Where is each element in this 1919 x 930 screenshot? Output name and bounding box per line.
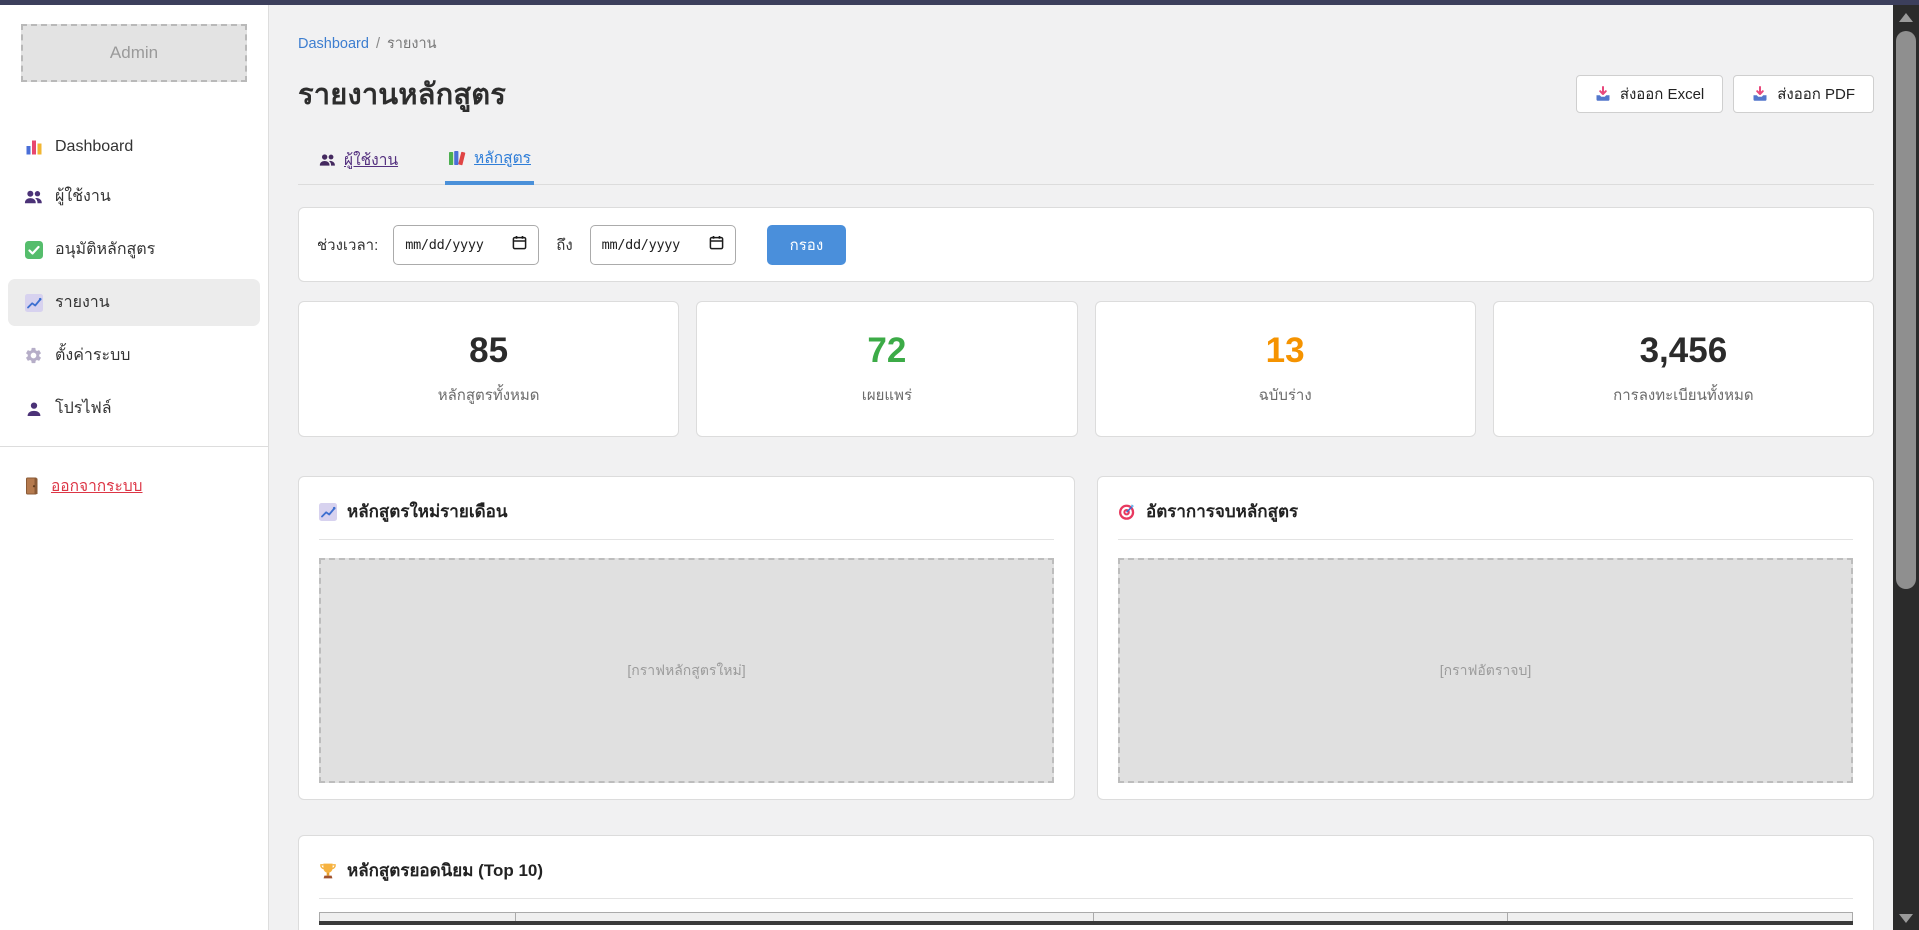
download-icon: [1752, 86, 1768, 102]
date-to-input[interactable]: mm/dd/yyyy: [589, 224, 736, 265]
stat-value: 72: [867, 331, 907, 370]
stat-label: หลักสูตรทั้งหมด: [437, 387, 540, 404]
table-column: [1094, 913, 1508, 921]
filter-submit-button[interactable]: กรอง: [766, 224, 847, 265]
filter-bar: ช่วงเวลา: mm/dd/yyyy ถึง mm/dd/yyyy: [298, 207, 1874, 282]
sidebar-item-label: รายงาน: [55, 294, 110, 311]
tab-users[interactable]: ผู้ใช้งาน: [316, 137, 401, 184]
tab-label: หลักสูตร: [474, 150, 531, 167]
sidebar-item-approve[interactable]: อนุมัติหลักสูตร: [8, 226, 260, 273]
scroll-down-arrow-icon[interactable]: [1893, 908, 1919, 928]
stat-card-total-enrollments: 3,456 การลงทะเบียนทั้งหมด: [1492, 301, 1874, 437]
target-icon: [1118, 503, 1136, 521]
table-column: [320, 913, 516, 921]
stat-label: เผยแพร่: [861, 387, 913, 404]
sidebar-item-settings[interactable]: ตั้งค่าระบบ: [8, 332, 260, 379]
vertical-scrollbar[interactable]: [1893, 5, 1919, 930]
report-tabs: ผู้ใช้งาน หลักสูตร: [298, 137, 1874, 185]
sidebar-item-label: Dashboard: [55, 137, 134, 155]
date-from-input[interactable]: mm/dd/yyyy: [393, 224, 540, 265]
users-icon: [24, 187, 43, 206]
top-accent-bar: [0, 0, 1919, 5]
stat-label: ฉบับร่าง: [1258, 387, 1312, 404]
filter-label: ช่วงเวลา:: [317, 236, 379, 254]
stat-card-total-courses: 85 หลักสูตรทั้งหมด: [298, 301, 680, 437]
popular-courses-card: หลักสูตรยอดนิยม (Top 10): [298, 835, 1874, 930]
stat-value: 13: [1265, 331, 1305, 370]
bar-chart-icon: [24, 137, 43, 156]
export-buttons: ส่งออก Excel ส่งออก PDF: [1575, 75, 1874, 113]
stat-value: 3,456: [1639, 331, 1728, 370]
sidebar-item-profile[interactable]: โปรไฟล์: [8, 385, 260, 432]
sidebar: Admin Dashboard ผู้ใช้งา: [0, 5, 269, 930]
books-icon: [448, 150, 466, 166]
chart-title: อัตราการจบหลักสูตร: [1146, 502, 1299, 521]
sidebar-item-dashboard[interactable]: Dashboard: [8, 126, 260, 167]
scroll-up-arrow-icon[interactable]: [1893, 7, 1919, 27]
breadcrumb-current: รายงาน: [386, 36, 437, 52]
charts-row: หลักสูตรใหม่รายเดือน [กราฟหลักสูตรใหม่]: [298, 476, 1874, 800]
breadcrumb: Dashboard / รายงาน: [298, 32, 1874, 55]
sidebar-nav: Dashboard ผู้ใช้งาน อนุมัติหลักสูตร: [0, 112, 268, 432]
chart-header: หลักสูตรใหม่รายเดือน: [319, 494, 1054, 540]
filter-to-label: ถึง: [556, 236, 573, 254]
logout-label: ออกจากระบบ: [51, 478, 143, 495]
breadcrumb-separator: /: [375, 35, 380, 52]
sidebar-item-label: ผู้ใช้งาน: [55, 188, 111, 205]
users-icon: [319, 151, 336, 168]
main-content: Dashboard / รายงาน รายงานหลักสูตร ส่งออก…: [270, 5, 1897, 930]
chart-placeholder-text: [กราฟหลักสูตรใหม่]: [627, 661, 746, 678]
download-icon: [1595, 86, 1611, 102]
sidebar-item-label: โปรไฟล์: [55, 400, 112, 417]
page-title: รายงานหลักสูตร: [298, 79, 507, 111]
date-from-value: mm/dd/yyyy: [405, 236, 484, 253]
brand-logo-placeholder: Admin: [21, 24, 247, 82]
line-chart-icon: [24, 293, 43, 312]
sidebar-item-users[interactable]: ผู้ใช้งาน: [8, 173, 260, 220]
chart-increasing-icon: [319, 502, 337, 521]
page-header: รายงานหลักสูตร ส่งออก Excel: [298, 71, 1874, 117]
gear-icon: [24, 346, 43, 365]
stats-row: 85 หลักสูตรทั้งหมด 72 เผยแพร่ 13 ฉบับร่า…: [298, 301, 1874, 437]
popular-header: หลักสูตรยอดนิยม (Top 10): [319, 853, 1853, 899]
sidebar-divider: [0, 446, 268, 447]
breadcrumb-home-link[interactable]: Dashboard: [298, 35, 369, 52]
calendar-icon[interactable]: [512, 235, 527, 255]
export-excel-button[interactable]: ส่งออก Excel: [1575, 75, 1724, 113]
sidebar-item-reports[interactable]: รายงาน: [8, 279, 260, 326]
trophy-icon: [319, 862, 337, 880]
export-excel-label: ส่งออก Excel: [1619, 86, 1705, 103]
brand-label: Admin: [109, 43, 159, 62]
stat-label: การลงทะเบียนทั้งหมด: [1613, 387, 1754, 404]
scrollbar-thumb[interactable]: [1896, 31, 1916, 589]
chart-placeholder-text: [กราฟอัตราจบ]: [1439, 661, 1532, 678]
popular-table-header-text-cutoff: [319, 921, 1853, 925]
sidebar-item-label: ตั้งค่าระบบ: [55, 347, 131, 364]
person-icon: [24, 399, 43, 418]
chart-card-new-courses: หลักสูตรใหม่รายเดือน [กราฟหลักสูตรใหม่]: [298, 476, 1075, 800]
check-icon: [24, 240, 43, 259]
table-column: [1508, 913, 1852, 921]
tab-label: ผู้ใช้งาน: [344, 151, 399, 169]
chart-title: หลักสูตรใหม่รายเดือน: [347, 502, 508, 521]
stat-value: 85: [469, 331, 509, 370]
date-to-value: mm/dd/yyyy: [601, 236, 681, 253]
popular-title: หลักสูตรยอดนิยม (Top 10): [347, 861, 544, 880]
export-pdf-button[interactable]: ส่งออก PDF: [1733, 75, 1874, 113]
table-column: [516, 913, 1094, 921]
tab-courses[interactable]: หลักสูตร: [445, 137, 534, 185]
calendar-icon[interactable]: [709, 235, 724, 255]
door-icon: [24, 477, 40, 495]
chart-placeholder-new-courses: [กราฟหลักสูตรใหม่]: [319, 558, 1054, 783]
chart-card-completion-rate: อัตราการจบหลักสูตร [กราฟอัตราจบ]: [1097, 476, 1874, 800]
popular-table-header-cutoff: [319, 912, 1853, 921]
logout-link[interactable]: ออกจากระบบ: [24, 473, 143, 498]
chart-placeholder-completion-rate: [กราฟอัตราจบ]: [1118, 558, 1853, 783]
chart-header: อัตราการจบหลักสูตร: [1118, 494, 1853, 540]
export-pdf-label: ส่งออก PDF: [1777, 86, 1855, 103]
sidebar-item-label: อนุมัติหลักสูตร: [55, 241, 156, 258]
stat-card-published: 72 เผยแพร่: [696, 301, 1078, 437]
stat-card-drafts: 13 ฉบับร่าง: [1094, 301, 1476, 437]
